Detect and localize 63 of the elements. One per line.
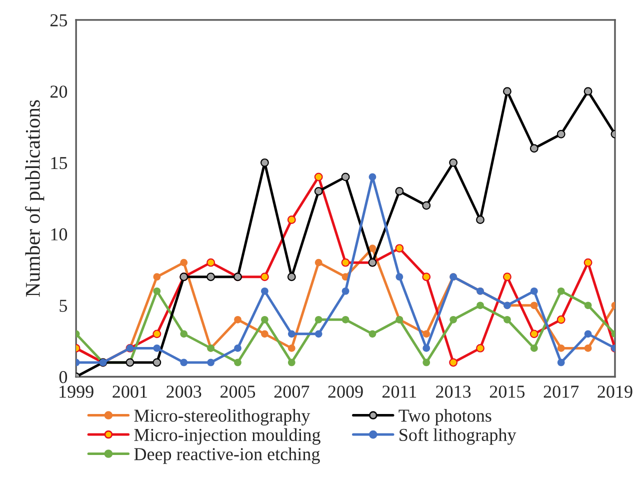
point — [557, 344, 565, 352]
y-tick-label: 20 — [50, 86, 68, 98]
point — [476, 302, 484, 310]
point — [288, 344, 296, 352]
point — [314, 330, 322, 338]
point — [450, 316, 457, 324]
legend-label: Micro-stereolithography — [134, 409, 310, 426]
point — [396, 273, 404, 281]
x-tick-label: 2019 — [598, 386, 632, 398]
point — [153, 344, 161, 352]
point — [557, 358, 565, 366]
x-tick-label: 2015 — [490, 386, 525, 398]
y-tick-label: 15 — [51, 157, 68, 170]
x-tick-label: 2013 — [436, 386, 471, 398]
point — [207, 358, 214, 366]
point — [584, 330, 592, 338]
x-tick-label: 2003 — [166, 386, 202, 398]
point — [234, 358, 242, 366]
point — [288, 330, 296, 338]
y-axis-title: Number of publications — [25, 100, 44, 297]
point — [234, 316, 242, 324]
point — [261, 316, 268, 324]
point — [422, 330, 430, 338]
point — [422, 358, 430, 366]
point — [153, 273, 161, 281]
y-tick-label: 10 — [51, 228, 68, 240]
x-tick-label: 2005 — [220, 386, 256, 398]
point — [530, 344, 538, 352]
point — [584, 302, 592, 310]
x-tick-label: 2001 — [112, 386, 147, 398]
point — [180, 258, 188, 266]
x-tick-label: 2017 — [544, 386, 579, 398]
point — [368, 330, 376, 338]
point — [422, 344, 430, 352]
point — [342, 287, 350, 295]
point — [314, 316, 322, 324]
point — [180, 358, 188, 366]
point — [261, 330, 268, 338]
x-tick-label: 2011 — [382, 386, 416, 398]
legend-label: Micro-injection moulding — [134, 428, 320, 445]
point — [180, 330, 188, 338]
legend-label: Two photons — [398, 409, 492, 426]
point — [288, 358, 296, 366]
y-tick-label: 25 — [50, 14, 68, 26]
point — [504, 316, 511, 324]
legend-label: Soft lithography — [400, 428, 516, 445]
y-tick-label: 5 — [60, 300, 68, 312]
point — [261, 287, 268, 295]
point — [342, 316, 350, 324]
y-tick-label: 0 — [59, 371, 68, 384]
x-tick-label: 2007 — [274, 386, 310, 398]
point — [368, 244, 376, 252]
point — [530, 302, 538, 310]
x-tick-label: 2009 — [328, 386, 363, 398]
point — [153, 287, 161, 295]
legend-label: Deep reactive-ion etching — [134, 448, 320, 464]
point — [530, 287, 538, 295]
point — [557, 287, 565, 295]
point — [314, 258, 322, 266]
x-tick-label: 1999 — [60, 386, 94, 398]
point — [584, 344, 592, 352]
point — [368, 173, 376, 181]
point — [234, 344, 242, 352]
